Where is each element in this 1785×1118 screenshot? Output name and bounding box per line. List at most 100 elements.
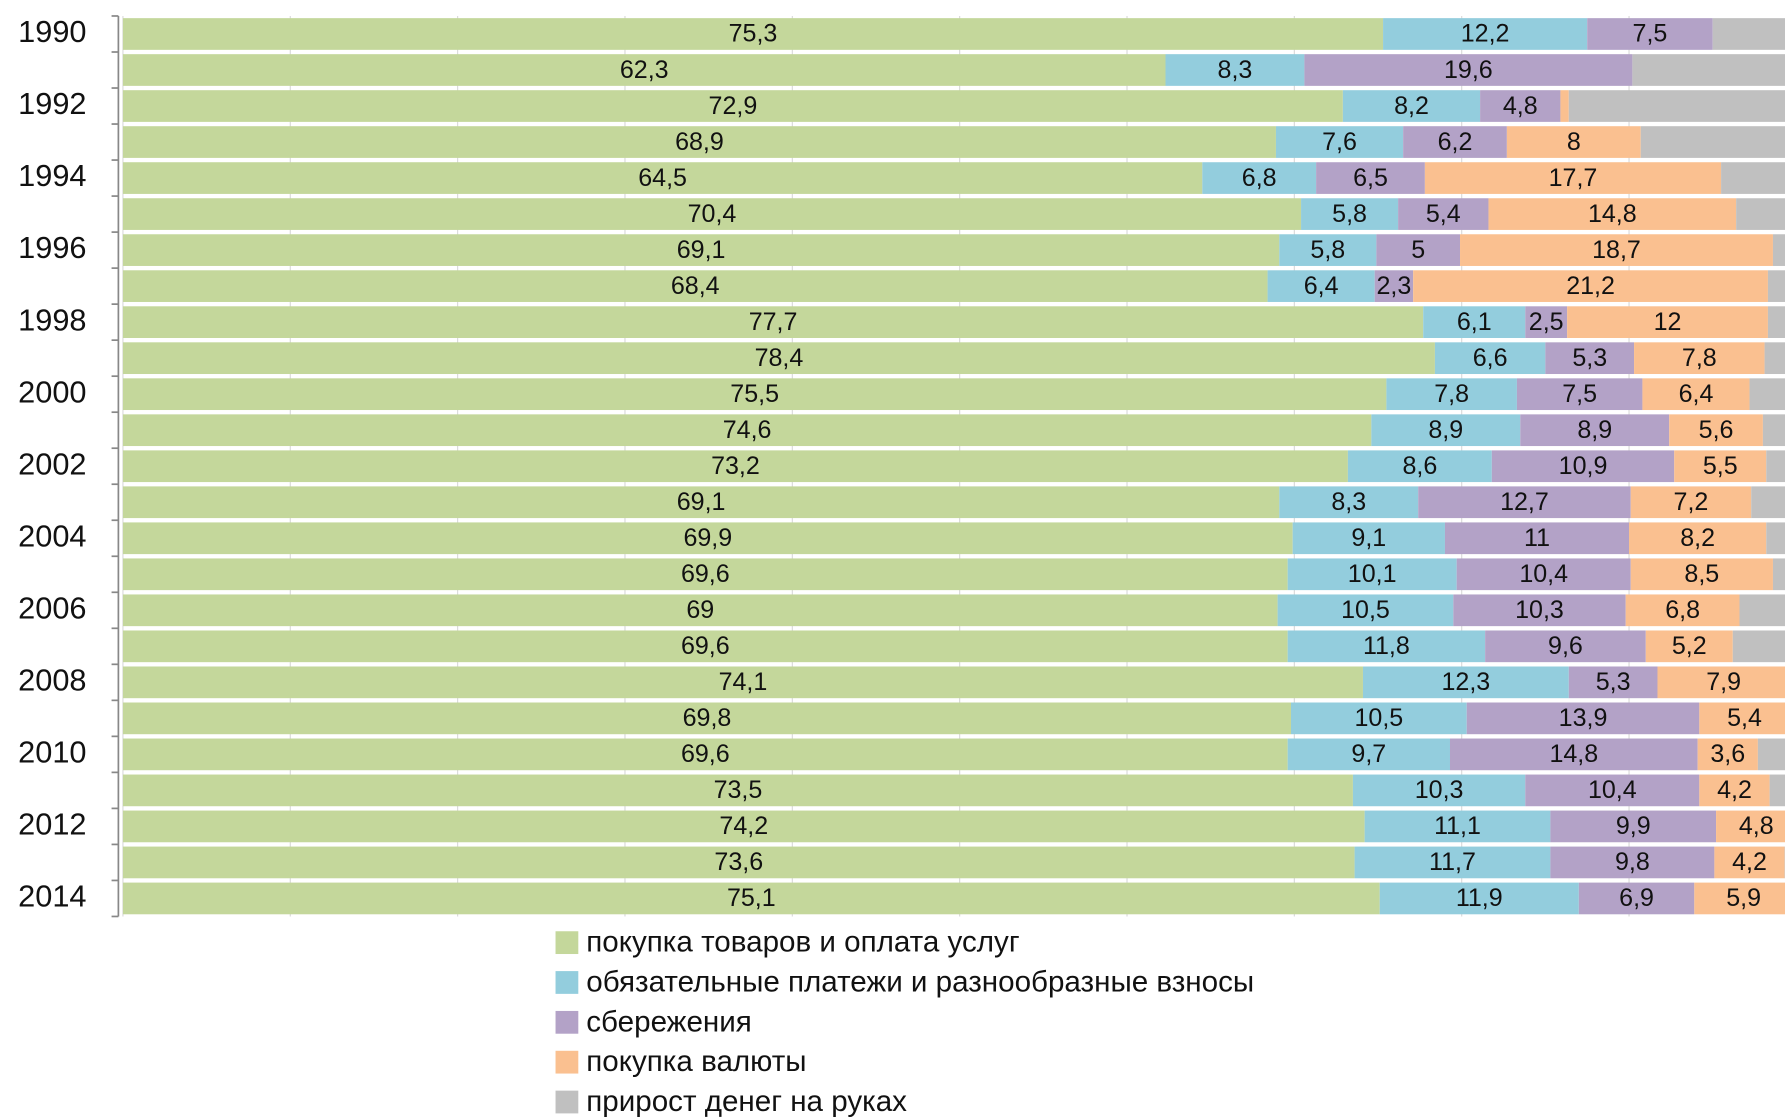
data-label: 69,9 bbox=[683, 524, 732, 552]
legend-label: прирост денег на руках bbox=[586, 1085, 907, 1118]
bars bbox=[122, 18, 1785, 915]
bar-segment bbox=[1525, 774, 1700, 807]
bar-segment bbox=[122, 594, 1278, 627]
y-tick-label: 2002 bbox=[18, 446, 86, 481]
data-label: 5,6 bbox=[1699, 416, 1734, 444]
data-label: 64,5 bbox=[638, 164, 687, 192]
data-label: 12,7 bbox=[1500, 488, 1549, 516]
data-label: 9,6 bbox=[1548, 632, 1583, 660]
data-label: 77,7 bbox=[749, 308, 798, 336]
bar-segment bbox=[122, 54, 1166, 86]
data-label: 9,7 bbox=[1351, 740, 1386, 768]
bar-segment bbox=[1766, 450, 1785, 483]
legend-label: покупка валюты bbox=[586, 1045, 806, 1078]
data-label: 5,9 bbox=[1726, 884, 1761, 912]
bar-segment bbox=[1287, 558, 1457, 591]
data-label: 4,8 bbox=[1739, 812, 1774, 840]
data-label: 69,8 bbox=[683, 704, 732, 732]
bar-segment bbox=[1449, 738, 1698, 771]
data-label: 6,4 bbox=[1679, 380, 1714, 408]
bar-segment bbox=[1634, 342, 1765, 375]
data-label: 10,3 bbox=[1515, 596, 1564, 624]
bar-segment bbox=[1764, 342, 1785, 375]
data-label: 8,9 bbox=[1577, 416, 1612, 444]
data-label: 21,2 bbox=[1566, 272, 1615, 300]
data-label: 5,4 bbox=[1727, 704, 1762, 732]
data-label: 69,1 bbox=[677, 488, 726, 516]
data-label: 11 bbox=[1524, 524, 1550, 552]
data-label: 6,9 bbox=[1619, 884, 1654, 912]
data-label: 12,3 bbox=[1442, 668, 1491, 696]
bar-segment bbox=[1202, 162, 1317, 194]
data-label: 74,1 bbox=[719, 668, 768, 696]
data-label: 18,7 bbox=[1592, 236, 1641, 264]
bar-segment bbox=[1694, 882, 1785, 915]
bar-segment bbox=[1506, 126, 1641, 158]
bar-segment bbox=[1674, 450, 1767, 483]
y-tick-label: 1994 bbox=[18, 158, 86, 193]
bar-segment bbox=[1568, 666, 1658, 699]
data-label: 9,9 bbox=[1616, 812, 1651, 840]
bar-segment bbox=[1632, 54, 1785, 86]
data-label: 11,8 bbox=[1363, 632, 1410, 660]
bar-segment bbox=[1316, 162, 1425, 194]
bar-segment bbox=[1287, 630, 1486, 663]
y-tick-label: 1996 bbox=[18, 230, 86, 265]
data-label: 75,3 bbox=[729, 20, 778, 48]
bar-segment bbox=[1347, 450, 1492, 483]
data-label: 4,2 bbox=[1732, 848, 1767, 876]
bar-segment bbox=[1376, 234, 1461, 266]
bar-segment bbox=[1767, 270, 1785, 302]
bar-segment bbox=[1424, 162, 1722, 194]
bar-segment bbox=[1304, 54, 1633, 86]
bar-segment bbox=[122, 270, 1268, 302]
y-tick-label: 2008 bbox=[18, 662, 86, 697]
bar-segment bbox=[1516, 378, 1643, 411]
bar-segment bbox=[1267, 270, 1375, 302]
data-label: 72,9 bbox=[709, 92, 758, 120]
labels: 75,3 12,2 7,5 62,3 8,3 19,6 72,9 8,2 4,8 68,9 7,6 6… bbox=[620, 20, 1774, 912]
bar-segment bbox=[1640, 126, 1785, 158]
bar-segment bbox=[1578, 882, 1695, 915]
bar-segment bbox=[122, 234, 1280, 266]
legend-label: покупка товаров и оплата услуг bbox=[586, 926, 1019, 959]
axis: 1990 1992 1994 1996 1998 2000 2002 2004 2006 2008… bbox=[18, 14, 120, 918]
bar-segment bbox=[1379, 882, 1579, 915]
data-label: 9,1 bbox=[1351, 524, 1386, 552]
bar-segment bbox=[1630, 558, 1773, 591]
y-tick-label: 1998 bbox=[18, 302, 86, 337]
bar-segment bbox=[1629, 522, 1767, 555]
bar-segment bbox=[1460, 234, 1773, 266]
bar-segment bbox=[1545, 342, 1635, 375]
bar-segment bbox=[1364, 810, 1551, 843]
legend-swatch bbox=[555, 1010, 579, 1034]
data-label: 6,5 bbox=[1353, 164, 1388, 192]
y-tick-label: 2010 bbox=[18, 734, 86, 769]
bar-segment bbox=[1767, 306, 1785, 338]
legend-swatch bbox=[555, 931, 579, 955]
bar-segment bbox=[1550, 846, 1715, 879]
data-label: 3,6 bbox=[1710, 740, 1745, 768]
bar-segment bbox=[1525, 306, 1568, 338]
data-label: 6,8 bbox=[1665, 596, 1700, 624]
data-label: 62,3 bbox=[620, 56, 669, 84]
data-label: 68,9 bbox=[675, 128, 724, 156]
bar-segment bbox=[122, 126, 1276, 158]
bar-segment bbox=[1480, 90, 1561, 122]
data-label: 5,3 bbox=[1596, 668, 1631, 696]
data-label: 7,9 bbox=[1706, 668, 1741, 696]
bar-segment bbox=[1587, 18, 1713, 50]
data-label: 6,4 bbox=[1304, 272, 1339, 300]
bar-segment bbox=[1275, 126, 1404, 158]
data-label: 6,8 bbox=[1242, 164, 1277, 192]
legend-label: сбережения bbox=[586, 1005, 752, 1038]
bar-segment bbox=[1453, 594, 1626, 627]
bar-segment bbox=[1630, 486, 1752, 519]
bar-segment bbox=[122, 630, 1288, 663]
bar-segment bbox=[1383, 18, 1588, 50]
data-label: 69,6 bbox=[681, 560, 730, 588]
y-tick-label: 2000 bbox=[18, 374, 86, 409]
bar-segment bbox=[1762, 414, 1785, 447]
bar-segment bbox=[1757, 738, 1785, 771]
